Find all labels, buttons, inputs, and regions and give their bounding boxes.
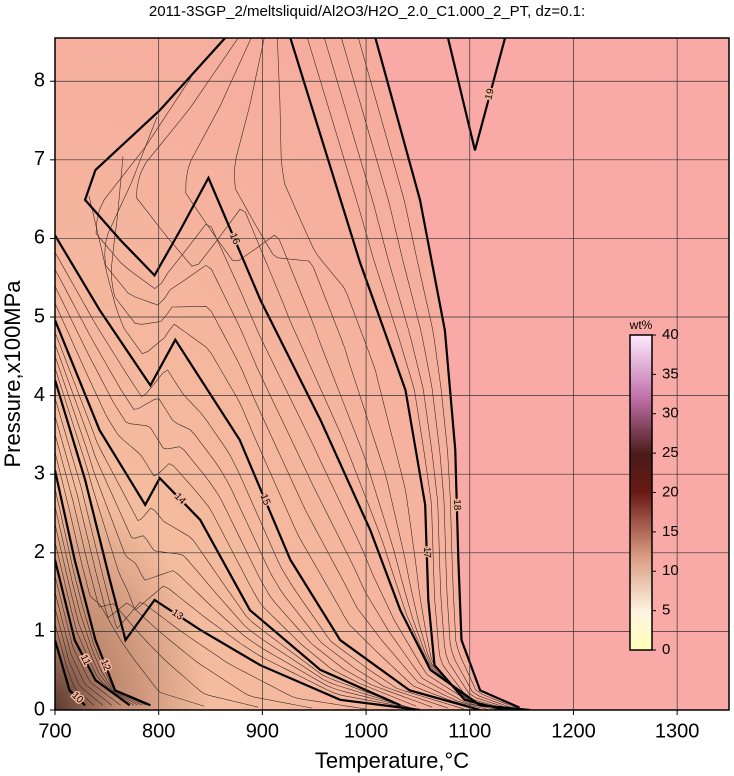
contour-line bbox=[55, 559, 131, 707]
y-tick-label: 4 bbox=[34, 384, 45, 406]
y-tick-label: 7 bbox=[34, 148, 45, 170]
minor-contour bbox=[55, 434, 259, 708]
x-axis-label: Temperature,°C bbox=[315, 748, 469, 773]
y-axis-label: Pressure,x100MPa bbox=[0, 280, 25, 468]
colorbar bbox=[629, 334, 653, 651]
contour-line bbox=[83, 38, 531, 710]
minor-contour bbox=[55, 591, 113, 706]
minor-contour bbox=[55, 575, 121, 706]
colorbar-tick-label: 5 bbox=[662, 602, 670, 619]
minor-contour bbox=[185, 38, 520, 710]
minor-contour bbox=[55, 355, 413, 709]
y-tick-label: 1 bbox=[34, 620, 45, 642]
contour-line bbox=[55, 639, 86, 707]
minor-contour bbox=[135, 38, 525, 710]
minor-contour bbox=[55, 523, 139, 706]
colorbar-tick-label: 35 bbox=[662, 365, 679, 382]
colorbar-tick-label: 20 bbox=[662, 483, 679, 500]
x-tick-label: 1200 bbox=[551, 720, 596, 742]
minor-contour bbox=[95, 77, 520, 710]
y-tick-label: 6 bbox=[34, 227, 45, 249]
minor-contour bbox=[55, 623, 95, 706]
minor-contour bbox=[341, 38, 514, 709]
chart-title: 2011-3SGP_2/meltsliquid/Al2O3/H2O_2.0_C1… bbox=[149, 3, 585, 20]
minor-contour bbox=[55, 397, 367, 710]
minor-contour bbox=[324, 38, 511, 710]
minor-contour bbox=[55, 252, 465, 710]
y-tick-label: 8 bbox=[34, 70, 45, 92]
minor-contour bbox=[277, 38, 511, 710]
minor-contour bbox=[110, 156, 501, 710]
colorbar-tick-label: 30 bbox=[662, 405, 679, 422]
y-tick-label: 3 bbox=[34, 462, 45, 484]
contour-line bbox=[289, 38, 506, 710]
minor-contour bbox=[358, 38, 517, 709]
colorbar-tick-label: 25 bbox=[662, 444, 679, 461]
contour-line bbox=[55, 379, 421, 710]
contour-line bbox=[55, 234, 481, 710]
minor-contour bbox=[55, 343, 409, 708]
x-tick-label: 900 bbox=[246, 720, 279, 742]
x-tick-label: 1300 bbox=[655, 720, 700, 742]
y-tick-label: 2 bbox=[34, 541, 45, 563]
contour-line bbox=[374, 38, 520, 709]
contour-line bbox=[446, 38, 507, 151]
minor-contour bbox=[55, 367, 417, 710]
colorbar-tick-label: 15 bbox=[662, 523, 679, 540]
minor-contour bbox=[55, 286, 433, 708]
contour-line bbox=[55, 319, 401, 707]
minor-contour bbox=[55, 332, 405, 707]
minor-contour bbox=[55, 269, 449, 709]
minor-contour bbox=[55, 506, 143, 706]
y-tick-label: 5 bbox=[34, 305, 45, 327]
contour-label: 19 bbox=[483, 87, 497, 101]
colorbar-label: wt% bbox=[629, 318, 653, 332]
contour-line bbox=[55, 470, 151, 707]
axes: 700 800 900 1000 1100 1200 1300 0 1 2 3 4 5 6 7 8 wt% 0 5 1… bbox=[34, 37, 730, 742]
minor-contour bbox=[55, 541, 134, 706]
colorbar-tick-label: 0 bbox=[662, 641, 670, 658]
colorbar-tick-label: 10 bbox=[662, 562, 679, 579]
colorbar-tick-label: 40 bbox=[662, 326, 679, 343]
minor-contour bbox=[88, 195, 491, 710]
x-tick-label: 800 bbox=[142, 720, 175, 742]
x-tick-label: 1000 bbox=[344, 720, 389, 742]
minor-contour bbox=[55, 415, 313, 709]
plot-frame bbox=[54, 37, 730, 711]
melt-region bbox=[55, 38, 520, 710]
minor-contour bbox=[307, 38, 509, 710]
minor-contour bbox=[55, 488, 147, 706]
contour-label: 18 bbox=[451, 499, 462, 511]
y-tick-label: 0 bbox=[34, 698, 45, 720]
x-tick-label: 700 bbox=[38, 720, 71, 742]
minor-contour bbox=[104, 116, 511, 710]
minor-contour bbox=[55, 607, 104, 706]
x-tick-label: 1100 bbox=[448, 720, 491, 742]
